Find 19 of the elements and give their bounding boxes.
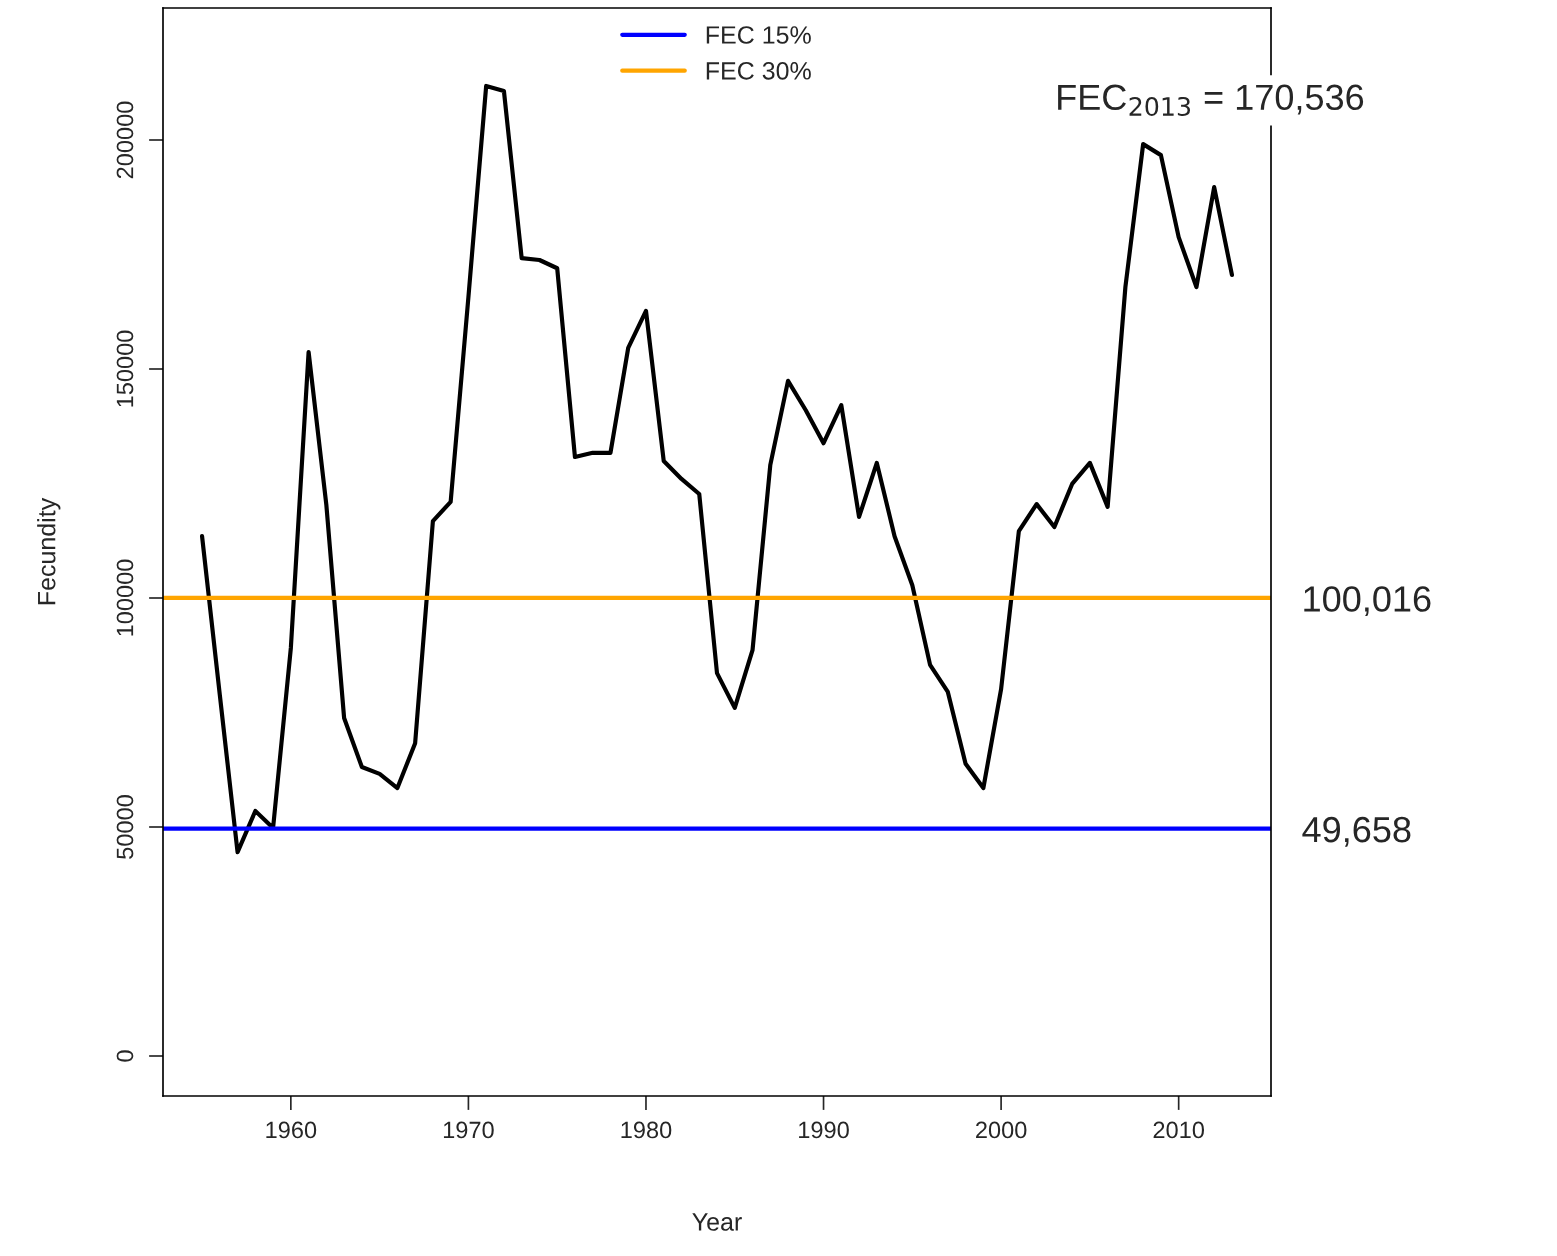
x-tick-label: 2010: [1153, 1121, 1205, 1139]
y-tick-label: 150000: [116, 330, 134, 407]
x-tick-label: 1970: [443, 1121, 494, 1139]
x-tick-label: 2000: [976, 1121, 1027, 1139]
legend-label: FEC 30%: [706, 61, 811, 80]
y-tick-label: 200000: [116, 101, 134, 179]
x-tick-label: 1960: [266, 1121, 317, 1139]
y-tick-label: 0: [116, 1050, 134, 1062]
y-tick-label: 100000: [116, 559, 134, 636]
annotation: FEC$_{2013}$ = 170,536: [1058, 84, 1364, 117]
annotation: 49,658: [1302, 816, 1411, 847]
annotation: 100,016: [1304, 586, 1431, 617]
x-axis-title: Year: [692, 1213, 742, 1231]
y-axis-title: Fecundity: [37, 497, 61, 605]
legend-label: FEC 15%: [706, 26, 811, 44]
x-tick-label: 1990: [799, 1121, 849, 1139]
x-tick-label: 1980: [621, 1121, 672, 1139]
y-tick-label: 50000: [116, 795, 134, 859]
line-series: [199, 83, 1235, 855]
